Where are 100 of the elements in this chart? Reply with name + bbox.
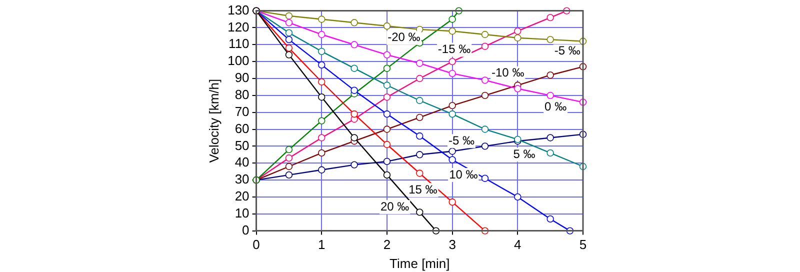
- point: [285, 36, 293, 44]
- point: [350, 19, 358, 26]
- point: [383, 110, 391, 118]
- point: [318, 16, 326, 23]
- y-tick-label: 20: [234, 188, 250, 204]
- point: [285, 154, 293, 162]
- point: [318, 134, 326, 142]
- point: [448, 148, 456, 155]
- point: [285, 44, 293, 52]
- point: [448, 16, 456, 23]
- point: [285, 171, 293, 179]
- point: [318, 117, 326, 124]
- y-tick-label: 80: [234, 86, 250, 102]
- point: [416, 151, 424, 158]
- point: [383, 51, 391, 58]
- point: [481, 142, 489, 150]
- annotation: -20 ‰: [388, 30, 420, 44]
- point: [514, 193, 522, 201]
- point: [546, 14, 554, 22]
- x-tick-label: 2: [383, 237, 391, 252]
- point: [448, 28, 456, 35]
- point: [285, 51, 293, 58]
- point: [546, 92, 554, 100]
- point: [383, 64, 391, 72]
- annotation: -5 ‰: [554, 44, 580, 58]
- y-tick-label: 50: [234, 138, 250, 153]
- annotation: -10 ‰: [492, 66, 524, 80]
- point: [481, 30, 489, 38]
- y-tick-label: 130: [228, 2, 250, 18]
- point: [318, 149, 326, 157]
- point: [383, 82, 391, 89]
- point: [350, 41, 358, 48]
- point: [481, 126, 489, 133]
- point: [448, 70, 456, 78]
- annotation: -15 ‰: [438, 42, 471, 56]
- x-tick-label: 4: [514, 237, 522, 252]
- point: [285, 162, 293, 170]
- point: [448, 102, 456, 110]
- point: [448, 156, 456, 164]
- point: [383, 171, 391, 179]
- point: [416, 132, 424, 140]
- y-tick-label: 110: [228, 36, 250, 52]
- point: [481, 174, 489, 182]
- point: [318, 48, 326, 56]
- point: [546, 215, 554, 223]
- point: [448, 110, 456, 118]
- point: [318, 30, 326, 38]
- point: [481, 76, 489, 84]
- point: [350, 134, 358, 142]
- point: [383, 158, 391, 166]
- y-tick-label: 0: [242, 222, 250, 238]
- annotation: 0 ‰: [544, 100, 567, 114]
- point: [514, 34, 522, 42]
- point: [350, 161, 358, 168]
- x-tick-label: 3: [448, 237, 456, 252]
- annotation: 10 ‰: [449, 167, 478, 182]
- point: [285, 19, 293, 26]
- point: [448, 58, 456, 66]
- annotation: -5 ‰: [448, 133, 474, 148]
- y-tick-label: 70: [234, 104, 250, 119]
- x-axis-title: Time [min]: [390, 256, 450, 271]
- point: [285, 12, 293, 20]
- point: [416, 60, 424, 67]
- point: [383, 94, 391, 101]
- point: [383, 22, 391, 30]
- point: [383, 140, 391, 148]
- point: [285, 29, 293, 36]
- x-tick-label: 0: [252, 237, 260, 252]
- point: [546, 149, 554, 157]
- point: [481, 42, 489, 50]
- point: [481, 92, 489, 100]
- point: [318, 78, 326, 86]
- point: [350, 64, 358, 72]
- point: [514, 85, 522, 92]
- y-tick-label: 10: [234, 205, 250, 220]
- point: [448, 198, 456, 206]
- point: [416, 114, 424, 122]
- x-tick-label: 1: [318, 237, 326, 252]
- point: [416, 96, 424, 104]
- point: [350, 86, 358, 94]
- point: [383, 126, 391, 133]
- point: [546, 36, 554, 44]
- annotation: 20 ‰: [380, 199, 410, 214]
- y-tick-label: 90: [234, 70, 250, 86]
- annotation: 15 ‰: [408, 182, 438, 196]
- point: [318, 166, 326, 174]
- point: [514, 28, 522, 35]
- annotation: 5 ‰: [513, 146, 536, 161]
- point: [416, 74, 424, 82]
- point: [318, 61, 326, 69]
- y-tick-label: 60: [234, 120, 250, 136]
- point: [318, 94, 326, 101]
- point: [285, 146, 293, 154]
- point: [546, 72, 554, 79]
- point: [350, 110, 358, 118]
- point: [416, 170, 424, 177]
- y-tick-label: 30: [234, 172, 250, 187]
- y-tick-label: 100: [228, 53, 250, 68]
- y-tick-label: 120: [228, 19, 250, 34]
- x-tick-label: 5: [579, 237, 587, 252]
